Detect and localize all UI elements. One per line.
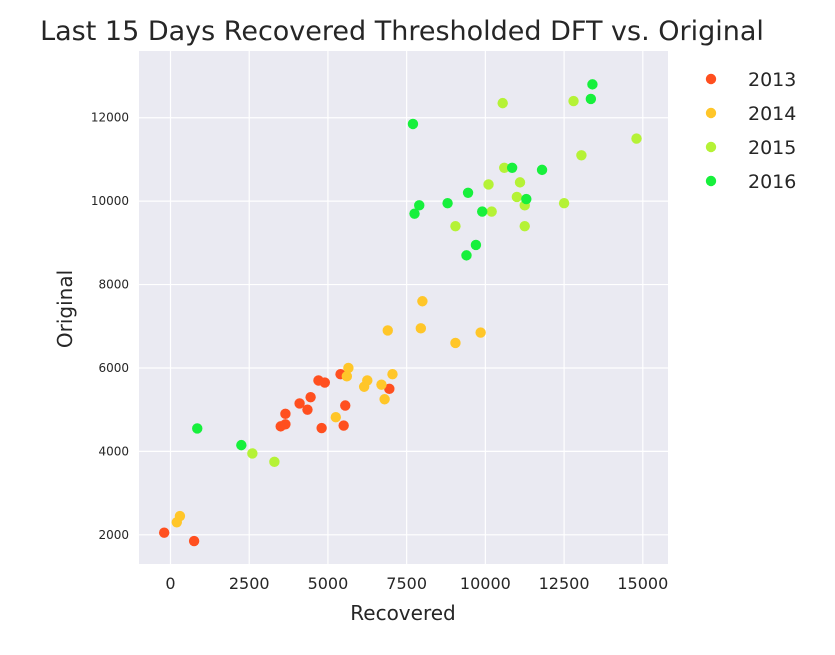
data-point-2016 <box>506 162 518 173</box>
data-point-2014 <box>387 369 398 380</box>
legend-marker-2014 <box>705 107 717 119</box>
data-point-2013 <box>319 377 330 388</box>
data-point-2013 <box>294 398 305 409</box>
data-point-2014 <box>450 337 461 349</box>
data-point-2015 <box>519 220 530 232</box>
data-point-2013 <box>158 527 170 538</box>
data-point-2014 <box>382 325 393 336</box>
data-point-2014 <box>415 323 427 334</box>
data-point-2016 <box>192 423 203 434</box>
data-point-2013 <box>384 383 395 395</box>
data-point-2015 <box>631 133 642 144</box>
x-tick-label: 12500 <box>539 574 590 593</box>
data-point-2014 <box>330 411 342 423</box>
data-point-2016 <box>536 164 548 176</box>
y-tick-label: 6000 <box>98 361 129 375</box>
data-point-2014 <box>362 375 373 386</box>
data-point-2015 <box>558 198 570 209</box>
data-point-2013 <box>305 391 316 403</box>
data-point-2016 <box>477 206 488 217</box>
chart-title: Last 15 Days Recovered Thresholded DFT v… <box>40 16 764 47</box>
plot-area <box>139 51 668 564</box>
legend-label-2016: 2016 <box>748 171 796 193</box>
data-point-2013 <box>340 400 351 411</box>
y-tick-label: 12000 <box>91 111 129 125</box>
data-point-2013 <box>338 420 349 431</box>
data-point-2016 <box>407 118 419 130</box>
data-point-2016 <box>521 193 532 205</box>
data-point-2014 <box>343 362 354 374</box>
data-point-2015 <box>576 150 587 161</box>
data-point-2016 <box>409 208 420 219</box>
data-point-2013 <box>316 422 327 434</box>
data-point-2015 <box>499 162 510 173</box>
data-point-2016 <box>585 93 597 105</box>
data-point-2015 <box>497 97 508 109</box>
data-point-2015 <box>450 220 461 232</box>
data-point-2015 <box>514 177 526 188</box>
x-tick-label: 7500 <box>386 574 427 593</box>
y-tick-label: 4000 <box>98 444 129 458</box>
x-tick-label: 0 <box>165 574 175 593</box>
data-point-2015 <box>568 95 579 107</box>
y-tick-label: 2000 <box>98 528 129 542</box>
data-point-2016 <box>461 250 472 261</box>
x-tick-label: 10000 <box>460 574 511 593</box>
x-tick-label: 15000 <box>617 574 668 593</box>
data-point-2015 <box>486 206 497 217</box>
data-point-2014 <box>376 379 387 390</box>
data-point-2013 <box>188 535 200 547</box>
data-point-2016 <box>414 200 425 211</box>
legend-marker-2016 <box>705 175 717 187</box>
data-point-2014 <box>417 296 428 307</box>
x-tick-label: 5000 <box>308 574 349 593</box>
y-axis-label: Original <box>53 270 77 348</box>
data-point-2016 <box>470 239 482 251</box>
data-point-2016 <box>462 187 474 199</box>
data-point-2013 <box>280 419 291 430</box>
data-point-2013 <box>302 404 313 415</box>
legend-label-2013: 2013 <box>748 69 796 91</box>
data-point-2015 <box>247 448 258 459</box>
data-point-2014 <box>341 371 353 382</box>
legend-label-2014: 2014 <box>748 103 796 125</box>
data-point-2014 <box>174 510 186 522</box>
data-point-2016 <box>587 79 598 90</box>
data-point-2015 <box>483 179 494 190</box>
legend-marker-2013 <box>705 73 717 85</box>
data-point-2014 <box>475 327 486 338</box>
x-axis-label: Recovered <box>350 601 455 625</box>
x-tick-label: 2500 <box>229 574 270 593</box>
legend-marker-2015 <box>705 141 717 153</box>
data-point-2016 <box>442 198 453 209</box>
legend-label-2015: 2015 <box>748 137 796 159</box>
data-point-2013 <box>280 408 291 420</box>
data-point-2015 <box>511 191 523 203</box>
y-tick-label: 8000 <box>98 278 129 292</box>
data-point-2015 <box>269 456 280 468</box>
data-point-2016 <box>236 439 247 451</box>
data-point-2014 <box>379 394 390 405</box>
y-tick-label: 10000 <box>91 194 129 208</box>
